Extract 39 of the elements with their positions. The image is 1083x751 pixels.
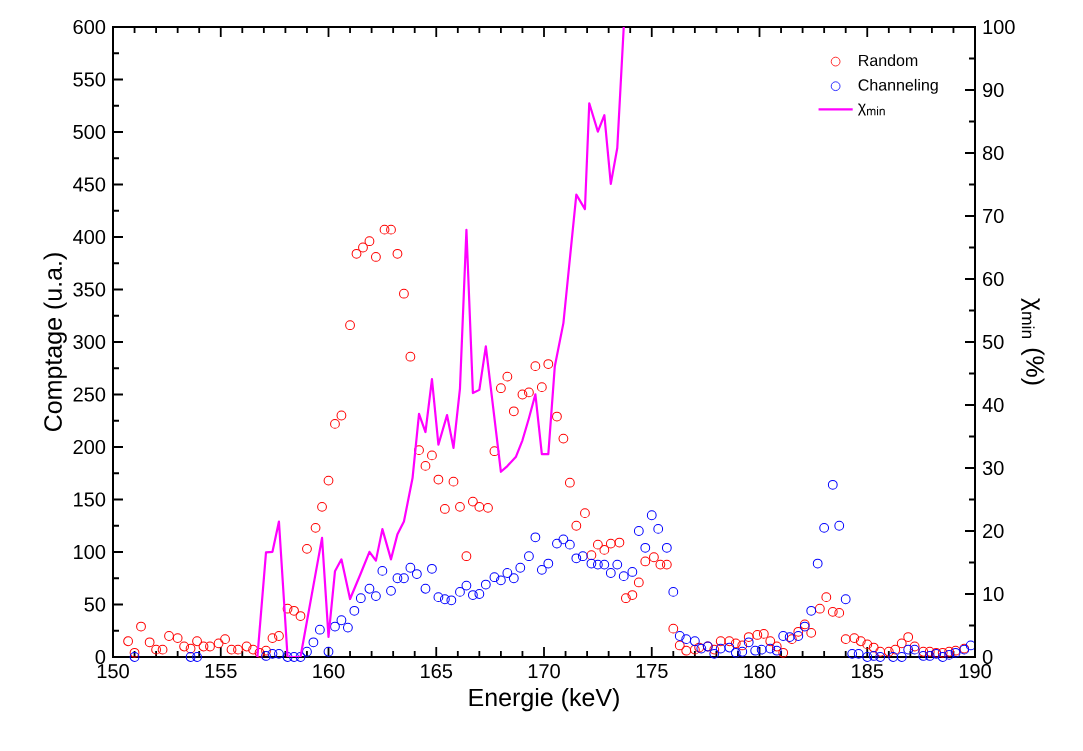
y2-tick-label: 70 <box>983 208 1004 224</box>
y2-tick-label: 0 <box>982 649 993 665</box>
y2-tick-label: 40 <box>982 397 1004 413</box>
y2-tick-label: 50 <box>982 334 1004 350</box>
x-axis-title: Energie (keV) <box>469 687 619 712</box>
y-tick-label: 0 <box>95 649 106 665</box>
y2-axis-title: χ$_{min}$ (%) <box>1021 298 1045 385</box>
y-tick-label: 200 <box>73 439 106 455</box>
x-tick-label: 160 <box>313 664 345 679</box>
y-tick-label: 350 <box>73 282 106 297</box>
x-tick-label: 190 <box>959 664 991 679</box>
x-tick-label: 170 <box>528 664 560 679</box>
y2-tick-label: 100 <box>983 19 1015 35</box>
y-tick-label: 50 <box>84 597 106 612</box>
legend-label: Random <box>859 54 918 67</box>
y-tick-label: 600 <box>73 19 106 35</box>
x-tick-label: 185 <box>852 664 884 679</box>
legend-label: Channeling <box>858 78 938 94</box>
y2-tick-label: 10 <box>983 586 1004 602</box>
x-tick-label: 150 <box>97 664 129 679</box>
y2-tick-label: 90 <box>983 82 1004 98</box>
y-tick-label: 150 <box>74 492 106 507</box>
y-tick-label: 400 <box>73 229 106 245</box>
y2-tick-label: 20 <box>983 523 1004 539</box>
y-axis-title: Comptage (u.a.) <box>43 253 67 432</box>
x-tick-label: 155 <box>205 664 237 679</box>
y-tick-label: 450 <box>73 177 106 192</box>
y2-tick-label: 60 <box>983 271 1004 287</box>
y-tick-label: 250 <box>73 387 106 402</box>
y2-tick-label: 80 <box>982 145 1004 161</box>
y2-tick-label: 30 <box>982 460 1004 476</box>
y-tick-label: 300 <box>73 334 106 350</box>
legend-label: χ$_{min}$ <box>857 103 885 116</box>
y-tick-label: 550 <box>73 72 106 87</box>
x-tick-label: 180 <box>744 664 776 679</box>
x-tick-label: 165 <box>421 664 453 679</box>
x-tick-label: 175 <box>636 664 668 679</box>
y-tick-label: 500 <box>73 124 106 140</box>
y-tick-label: 100 <box>74 544 106 560</box>
